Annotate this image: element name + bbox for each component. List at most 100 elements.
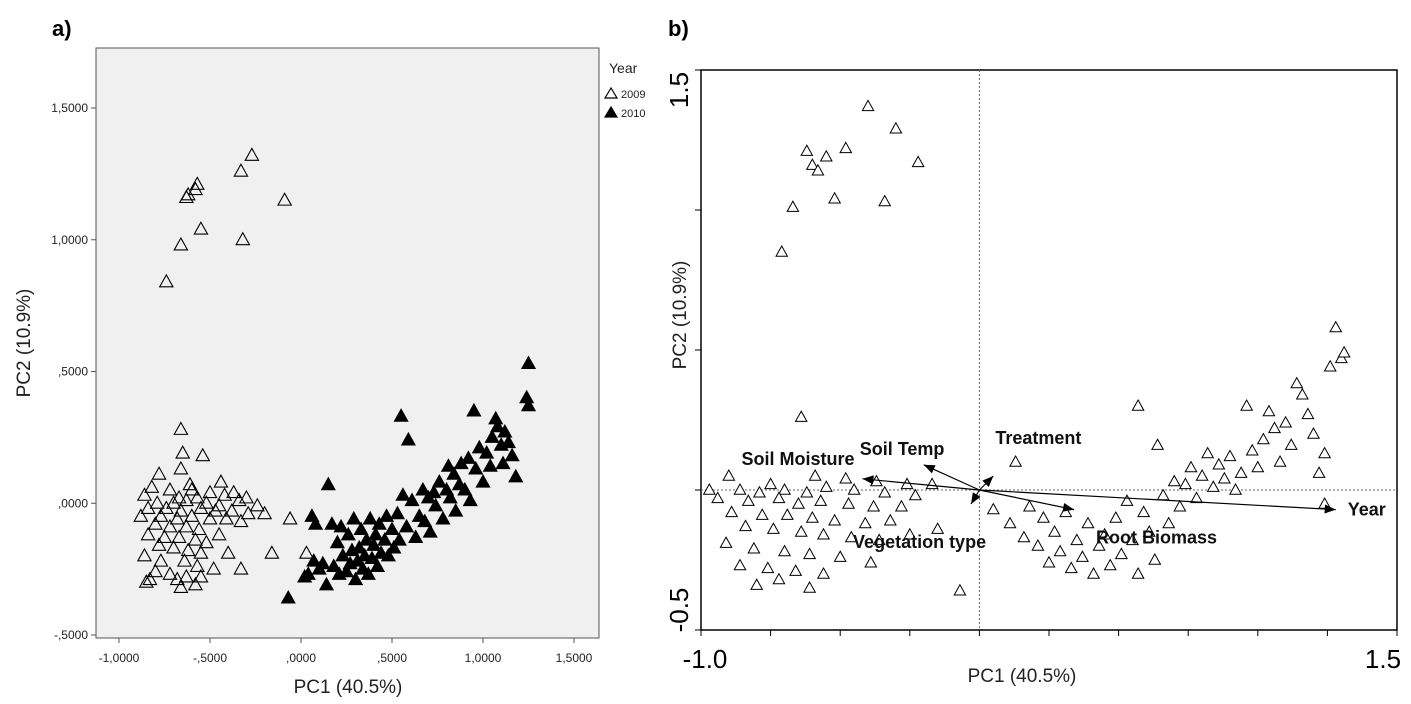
panel-b-point — [1173, 499, 1187, 512]
panel-b-point — [780, 508, 794, 520]
point-2009 — [162, 518, 178, 533]
point-2010 — [448, 503, 464, 517]
vector-label-soil-temp: Soil Temp — [860, 439, 945, 459]
panel-b-point — [1318, 446, 1332, 459]
panel-b-point — [1075, 550, 1089, 562]
point-2010 — [386, 539, 402, 554]
point-2009 — [193, 500, 209, 514]
point-2009 — [233, 560, 249, 575]
point-2009 — [149, 495, 165, 509]
panel-b-point — [1142, 524, 1156, 537]
point-2009 — [138, 574, 154, 588]
panel-b-y-tick-label-max: 1.5 — [664, 72, 694, 108]
panel-b-point — [847, 482, 861, 495]
panel-b-point — [1048, 524, 1062, 537]
panel-b-point — [1036, 510, 1050, 523]
point-2010 — [377, 532, 393, 546]
panel-b-point — [1284, 438, 1298, 450]
panel-b-point — [839, 141, 853, 154]
point-2010 — [442, 489, 458, 504]
point-2009 — [198, 495, 214, 509]
panel-b-point — [789, 564, 803, 576]
panel-b-point — [772, 491, 786, 504]
point-2010 — [504, 447, 520, 462]
point-2010 — [280, 589, 296, 604]
panel-b-point — [1323, 359, 1337, 372]
panel-b-point — [1201, 446, 1215, 459]
panel-b-point — [722, 468, 736, 481]
panel-b-point — [750, 578, 764, 590]
point-2009 — [189, 558, 205, 572]
panel-b-point — [814, 494, 828, 506]
panel-b: -1.0 1.5 1.5 -0.5 Year Soil Moisture Root Bio… — [664, 69, 1401, 687]
point-2009 — [193, 221, 209, 235]
panel-a-y-tick-label: -,5000 — [54, 628, 88, 642]
panel-a-x-axis-title: PC1 (40.5%) — [294, 677, 403, 698]
point-2010 — [362, 510, 378, 525]
point-2010 — [415, 481, 431, 496]
point-2010 — [395, 487, 411, 501]
point-2009 — [202, 510, 218, 525]
panel-b-point — [1306, 426, 1321, 439]
point-2009 — [144, 479, 160, 493]
panel-b-point — [878, 485, 892, 498]
point-2010 — [500, 434, 517, 449]
point-2010 — [457, 481, 473, 496]
point-2010 — [368, 526, 384, 541]
vector-line-soil-moisture — [862, 478, 980, 491]
point-2010 — [466, 402, 482, 417]
panel-b-point — [911, 155, 925, 168]
panel-b-point — [702, 482, 716, 495]
panel-b-point — [1070, 533, 1084, 546]
point-2009 — [173, 503, 189, 517]
panel-b-point — [741, 494, 755, 506]
point-2009 — [193, 545, 209, 559]
panel-a-y-tick-label: ,5000 — [58, 365, 88, 379]
point-2009 — [233, 513, 249, 528]
panel-a-x-tick-label: 1,5000 — [556, 651, 593, 665]
point-2009 — [189, 489, 205, 504]
panel-b-point — [719, 536, 733, 548]
legend-title: Year — [609, 60, 638, 76]
panel-b-point — [839, 471, 853, 484]
point-2010 — [431, 474, 447, 488]
vector-arrowhead-soil-moisture — [862, 475, 874, 485]
point-2010 — [520, 355, 537, 370]
vector-arrowhead-year — [1324, 504, 1336, 514]
point-2009 — [136, 547, 153, 562]
panel-b-point — [725, 505, 739, 518]
point-2009 — [178, 189, 194, 204]
panel-b-point — [1245, 443, 1259, 456]
point-2010 — [391, 532, 407, 546]
point-2009 — [156, 529, 173, 543]
point-2010 — [360, 566, 376, 580]
point-2009 — [158, 273, 174, 288]
panel-b-point — [864, 555, 878, 568]
panel-b-point — [752, 485, 767, 498]
point-2009 — [147, 563, 163, 578]
panel-b-point — [1251, 460, 1265, 473]
legend-item-2010: 2010 — [603, 105, 645, 120]
panel-b-point — [1120, 494, 1134, 506]
panel-b-point — [1279, 415, 1293, 428]
point-2010 — [426, 484, 442, 499]
panel-b-point — [1003, 516, 1017, 529]
point-2009 — [151, 537, 167, 551]
point-2009 — [193, 568, 209, 583]
vector-arrowhead-root-biomass — [1062, 502, 1075, 512]
panel-b-point — [894, 499, 909, 512]
panel-a-y-tick-label: ,0000 — [58, 496, 88, 510]
panel-b-point — [1103, 558, 1117, 571]
point-2009 — [175, 445, 191, 459]
point-2009 — [238, 489, 254, 504]
point-2010 — [435, 510, 451, 525]
point-2009 — [257, 505, 273, 520]
point-2010 — [422, 524, 438, 538]
point-2010 — [508, 468, 524, 483]
panel-b-point — [1125, 533, 1140, 546]
vector-arrowhead-treatment — [982, 476, 994, 487]
point-2010 — [338, 563, 355, 578]
panel-b-point — [1098, 527, 1112, 540]
panel-b-point — [1131, 566, 1145, 579]
point-2009 — [187, 532, 204, 546]
